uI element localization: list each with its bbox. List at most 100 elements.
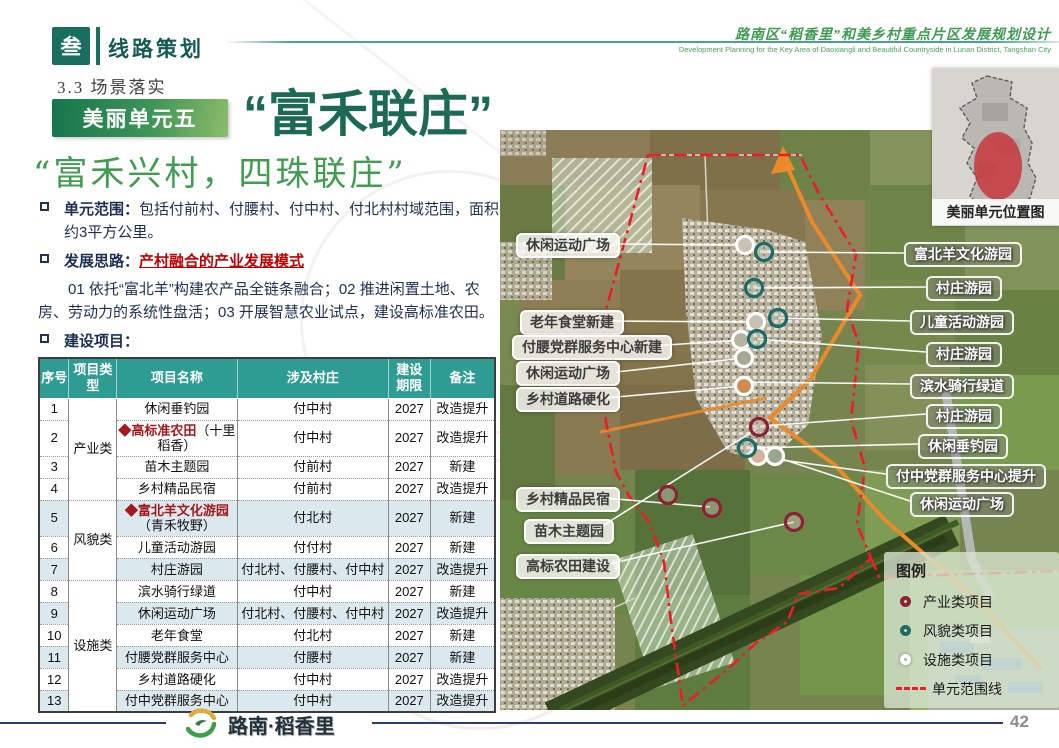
project-name-cell: 苗木主题园 [116, 455, 238, 479]
header-rule [224, 41, 1059, 43]
project-name-cell: 付腰党群服务中心 [116, 645, 238, 669]
footer-rule [372, 722, 1003, 724]
table-row: 1 产业类 休闲垂钓园 付中村 2027 改造提升 [38, 397, 496, 501]
scenery-markers [736, 241, 789, 459]
industry-markers [657, 416, 805, 533]
project-table: 序号 项目类型 项目名称 涉及村庄 建设期限 备注 1 产业类 休闲垂钓园 付中村 2027 改造提… [38, 357, 496, 714]
projects-label: 建设项目： [64, 333, 140, 351]
map-label: 付中党群服务中心提升 [886, 464, 1046, 489]
scope-label: 单元范围： [64, 201, 140, 218]
column-header: 备注 [429, 357, 496, 399]
village-area [500, 130, 546, 156]
column-header: 项目名称 [116, 357, 238, 399]
legend-label: 设施类项目 [923, 651, 993, 668]
map-label: 苗木主题园 [524, 519, 614, 544]
project-type-cell: 风貌类 [68, 499, 118, 581]
map-label: 村庄游园 [926, 404, 1002, 429]
square-bullet-icon [40, 253, 49, 263]
table-header-row: 序号 项目类型 项目名称 涉及村庄 建设期限 备注 [38, 357, 496, 399]
map-label: 村庄游园 [926, 276, 1002, 301]
project-name-cell: ◆富北羊文化游园（青禾牧野） [116, 499, 238, 537]
legend-item: 风貌类项目 [896, 616, 1047, 645]
square-bullet-icon [40, 334, 49, 344]
unit-location-highlight [974, 132, 1022, 200]
table-row: 6 儿童活动游园 付付村 2027 新建 [38, 535, 496, 559]
idea-highlight: 产村融合的产业发展模式 [139, 252, 305, 270]
unit-badge: 美丽单元五 [52, 99, 228, 137]
map-label: 高标农田建设 [516, 554, 620, 579]
legend-item: 设施类项目 [896, 645, 1047, 674]
map-label: 村庄游园 [926, 342, 1002, 367]
section-number-title: 3.3 场景落实 [57, 78, 167, 97]
project-type-cell: 设施类 [68, 579, 118, 713]
project-name-cell: 滨水骑行绿道 [116, 579, 238, 603]
map-label: 休闲运动广场 [516, 233, 620, 258]
column-header: 序号 [38, 357, 70, 399]
projects-line: 建设项目： [38, 330, 500, 353]
project-title-cn: 路南区“稻香里”和美乡村重点片区发展规划设计 [735, 28, 1051, 43]
leader-lines [595, 243, 927, 566]
column-header: 项目类型 [68, 357, 118, 399]
table-row: 5 风貌类 ◆富北羊文化游园（青禾牧野） 付北村 2027 新建 [38, 499, 496, 581]
project-name-cell: ◆高标准农田（十里稻香） [116, 419, 238, 457]
project-name-cell: 儿童活动游园 [116, 535, 238, 559]
legend-item: 产业类项目 [896, 587, 1047, 616]
page-number: 42 [1010, 712, 1029, 731]
map-label: 儿童活动游园 [910, 310, 1014, 335]
table-row: 8 设施类 滨水骑行绿道 付中村 2027 新建 [38, 579, 496, 713]
map-label: 老年食堂新建 [520, 310, 624, 335]
idea-label: 发展思路： [64, 252, 140, 270]
footer-rule [0, 722, 166, 724]
map-label: 休闲运动广场 [910, 492, 1014, 517]
map-label: 休闲垂钓园 [918, 434, 1008, 459]
brand-name: 路南·稻香里 [228, 716, 335, 738]
column-header: 建设期限 [387, 357, 431, 399]
project-type-cell: 产业类 [68, 397, 118, 501]
column-header: 涉及村庄 [236, 357, 389, 399]
ring-marker-icon [900, 596, 911, 607]
idea-line: 发展思路：产村融合的产业发展模式 [38, 250, 500, 273]
table-row: 13 付中党群服务中心 付中村 2027 改造提升 [38, 689, 496, 713]
map-label: 休闲运动广场 [516, 361, 620, 386]
project-name-cell: 付中党群服务中心 [116, 689, 238, 713]
map-label: 乡村精品民宿 [516, 487, 620, 512]
legend-label: 产业类项目 [923, 593, 993, 610]
chapter-title: 线路策划 [108, 38, 204, 61]
square-bullet-icon [40, 202, 49, 211]
map-label: 付腰党群服务中心新建 [512, 335, 672, 360]
inset-caption: 美丽单元位置图 [932, 199, 1059, 225]
project-title-en: Development Planning for the Key Area of… [678, 45, 1051, 54]
map-label: 滨水骑行绿道 [910, 374, 1014, 399]
chapter-number-badge: 叁 [52, 27, 90, 65]
chapter-divider-bar [96, 27, 100, 65]
legend-label: 风貌类项目 [923, 622, 993, 639]
project-name-cell: 休闲运动广场 [116, 601, 238, 625]
table-row: 4 乡村精品民宿 付前村 2027 改造提升 [38, 477, 496, 501]
scope-text: 包括付前村、付腰村、付中村、付北村村域范围，面积约3平方公里。 [64, 201, 500, 242]
table-row: 2 ◆高标准农田（十里稻香） 付中村 2027 改造提升 [38, 419, 496, 457]
dash-line-icon [896, 687, 926, 690]
project-name-cell: 村庄游园 [116, 557, 238, 581]
unit-description: 单元范围：包括付前村、付腰村、付中村、付北村村域范围，面积约3平方公里。 发展思… [38, 198, 500, 359]
project-name-cell: 乡村道路硬化 [116, 667, 238, 691]
legend-item: 单元范围线 [896, 674, 1047, 703]
table-row: 12 乡村道路硬化 付中村 2027 改造提升 [38, 667, 496, 691]
page-title: “富禾联庄” [243, 86, 493, 142]
scope-line: 单元范围：包括付前村、付腰村、付中村、付北村村域范围，面积约3平方公里。 [38, 198, 500, 245]
map-label: 乡村道路硬化 [516, 387, 620, 412]
ring-marker-icon [900, 654, 911, 665]
legend-label: 单元范围线 [932, 680, 1002, 697]
legend-title: 图例 [896, 563, 927, 580]
chapter-number: 叁 [60, 36, 82, 59]
map-label: 富北羊文化游园 [904, 242, 1022, 267]
project-name-cell: 老年食堂 [116, 623, 238, 647]
idea-detail: 01 依托“富北羊”构建农产品全链条融合；02 推进闲置土地、农房、劳动力的系统… [38, 280, 494, 321]
ring-marker-icon [900, 625, 911, 636]
page-subtitle: “富禾兴村，四珠联庄” [33, 154, 407, 194]
map-legend: 图例 产业类项目风貌类项目设施类项目单元范围线 [884, 552, 1059, 708]
project-name-cell: 休闲垂钓园 [116, 397, 238, 421]
project-name-cell: 乡村精品民宿 [116, 477, 238, 501]
project-table-container: 序号 项目类型 项目名称 涉及村庄 建设期限 备注 1 产业类 休闲垂钓园 付中村 2027 改造提… [38, 357, 496, 714]
brand-logo-icon [182, 704, 220, 742]
